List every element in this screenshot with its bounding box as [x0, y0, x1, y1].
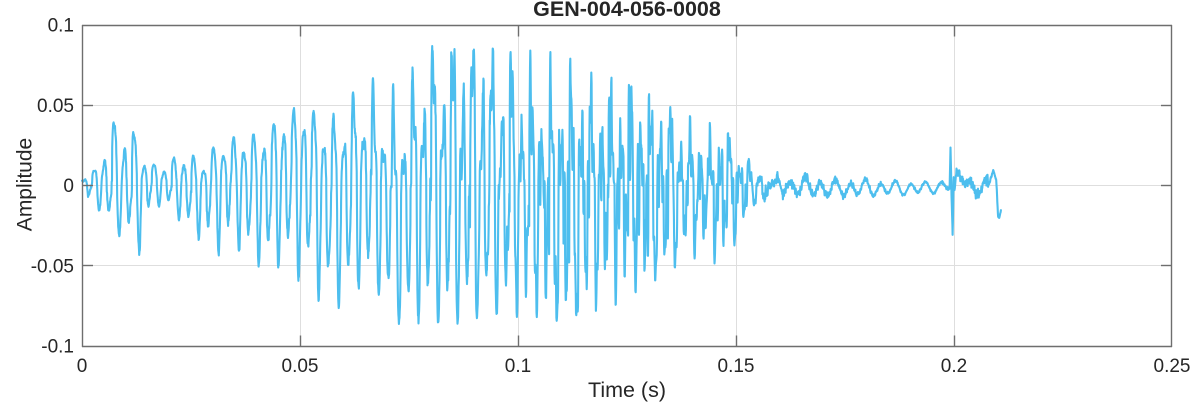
- svg-text:0.05: 0.05: [282, 356, 319, 377]
- svg-text:0: 0: [63, 176, 74, 197]
- svg-text:Time (s): Time (s): [588, 378, 666, 402]
- svg-text:GEN-004-056-0008: GEN-004-056-0008: [533, 0, 721, 21]
- svg-text:-0.1: -0.1: [41, 337, 74, 358]
- svg-text:0.05: 0.05: [37, 96, 74, 117]
- svg-text:0.1: 0.1: [505, 356, 531, 377]
- svg-text:0: 0: [77, 356, 88, 377]
- svg-text:-0.05: -0.05: [31, 256, 74, 277]
- svg-text:0.15: 0.15: [718, 356, 755, 377]
- svg-text:0.1: 0.1: [48, 16, 74, 37]
- svg-text:0.25: 0.25: [1154, 356, 1191, 377]
- svg-text:0.2: 0.2: [941, 356, 967, 377]
- svg-text:Amplitude: Amplitude: [14, 138, 37, 231]
